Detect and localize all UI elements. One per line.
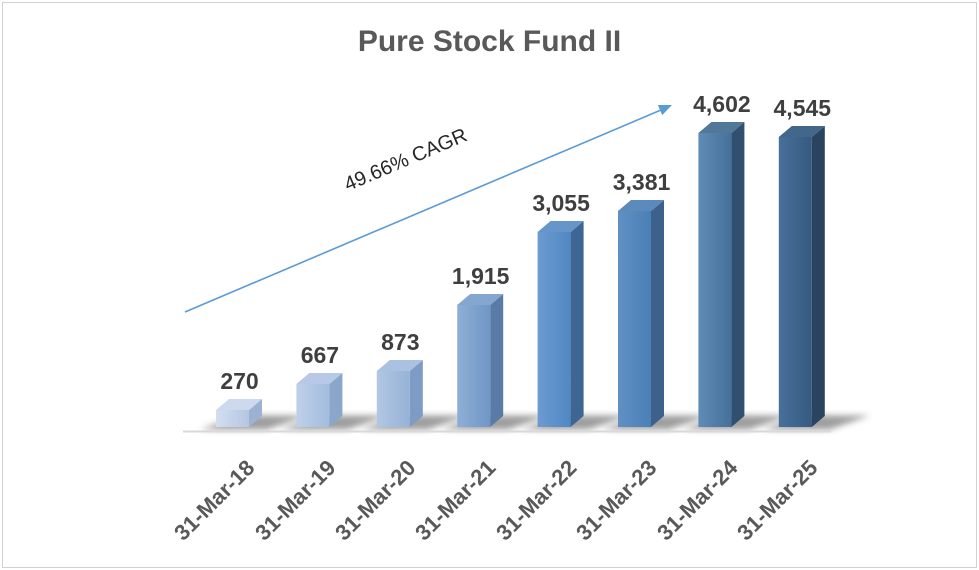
bar-side-face bbox=[651, 200, 664, 427]
bar-value-label: 270 bbox=[220, 368, 259, 394]
bar-value-label: 4,545 bbox=[773, 95, 832, 121]
bar-column-31-Mar-23 bbox=[618, 200, 664, 427]
bar-column-31-Mar-21 bbox=[457, 294, 504, 427]
bar-front-face bbox=[618, 211, 651, 427]
bar-chart-canvas bbox=[183, 105, 870, 433]
bar-top-face bbox=[457, 294, 504, 305]
bar-front-face bbox=[778, 137, 812, 427]
bar-top-face bbox=[296, 373, 343, 384]
cagr-arrow-head bbox=[657, 105, 672, 116]
bar-value-label: 667 bbox=[300, 342, 340, 368]
bar-side-face bbox=[490, 294, 504, 427]
bar-value-label: 873 bbox=[381, 329, 420, 355]
bar-column-31-Mar-22 bbox=[537, 221, 584, 427]
bar-column-31-Mar-19 bbox=[296, 373, 343, 427]
bar-front-face bbox=[698, 133, 732, 427]
bar-side-face bbox=[329, 373, 343, 427]
bar-side-face bbox=[811, 126, 825, 427]
bar-value-label: 1,915 bbox=[451, 263, 510, 289]
bar-side-face bbox=[409, 360, 423, 427]
bar-column-31-Mar-18 bbox=[216, 399, 262, 427]
bar-column-31-Mar-25 bbox=[778, 126, 825, 427]
bar-front-face bbox=[216, 410, 249, 427]
bar-top-face bbox=[376, 360, 423, 371]
bar-column-31-Mar-20 bbox=[376, 360, 423, 427]
bar-top-face bbox=[778, 126, 825, 137]
bar-top-face bbox=[698, 122, 745, 133]
cagr-arrow-line bbox=[184, 109, 662, 313]
bar-front-face bbox=[376, 371, 410, 427]
bar-front-face bbox=[296, 384, 330, 427]
bar-top-face bbox=[537, 221, 584, 232]
bar-front-face bbox=[457, 305, 491, 427]
bar-value-label: 3,381 bbox=[612, 169, 671, 195]
bar-value-label: 3,055 bbox=[532, 190, 590, 216]
bar-value-label: 4,602 bbox=[693, 91, 751, 117]
bar-side-face bbox=[570, 221, 584, 427]
chart-title: Pure Stock Fund II bbox=[357, 25, 622, 58]
bar-side-face bbox=[249, 399, 262, 427]
bar-top-face bbox=[618, 200, 664, 211]
bar-front-face bbox=[537, 232, 571, 427]
bar-side-face bbox=[731, 122, 745, 427]
bar-column-31-Mar-24 bbox=[698, 122, 745, 427]
bar-top-face bbox=[216, 399, 262, 410]
